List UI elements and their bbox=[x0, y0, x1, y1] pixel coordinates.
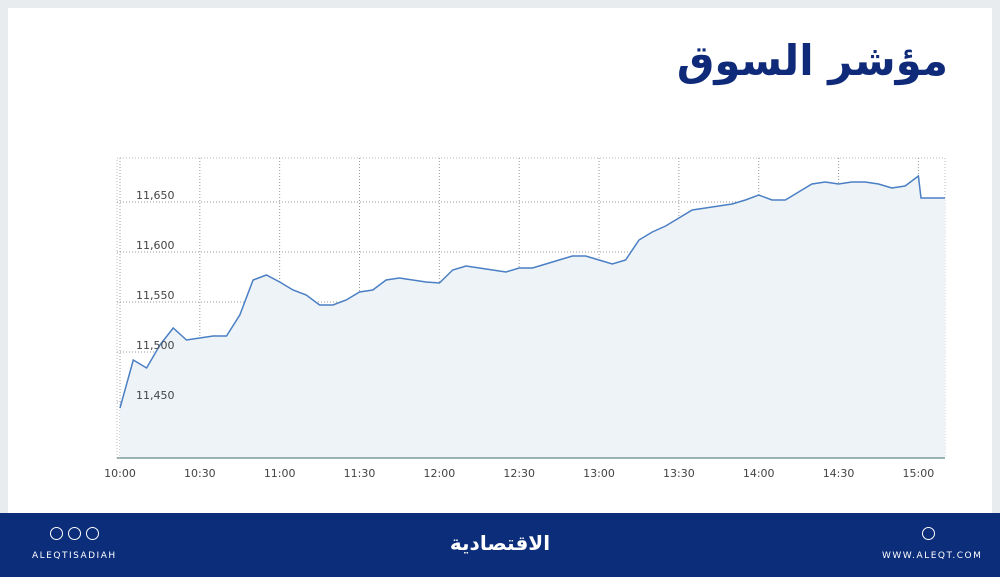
area bbox=[120, 176, 945, 458]
x-tick-label: 12:30 bbox=[503, 467, 535, 480]
logo: الاقتصادية bbox=[449, 531, 551, 555]
x-tick-label: 13:30 bbox=[663, 467, 695, 480]
x-tick-label: 14:00 bbox=[743, 467, 775, 480]
y-tick-label: 11,500 bbox=[136, 339, 175, 352]
y-tick-label: 11,450 bbox=[136, 389, 175, 402]
social-handle: ALEQTISADIAH bbox=[32, 551, 117, 561]
y-tick-label: 11,600 bbox=[136, 239, 175, 252]
x-tick-label: 12:00 bbox=[424, 467, 456, 480]
x-tick-label: 14:30 bbox=[823, 467, 855, 480]
line bbox=[119, 174, 945, 409]
x-tick-label: 11:30 bbox=[344, 467, 376, 480]
x-tick-label: 15:00 bbox=[903, 467, 935, 480]
y-tick-label: 11,650 bbox=[136, 189, 175, 202]
y-tick-label: 11,550 bbox=[136, 289, 175, 302]
website: WWW.ALEQT.COM bbox=[882, 551, 983, 561]
instagram-icon[interactable] bbox=[50, 527, 63, 540]
web-icon[interactable] bbox=[922, 527, 935, 540]
footer: ALEQTISADIAH الاقتصادية WWW.ALEQT.COM bbox=[0, 513, 1000, 577]
chart-title: مؤشر السوق bbox=[676, 36, 948, 85]
x-tick-label: 13:00 bbox=[583, 467, 615, 480]
facebook-icon[interactable] bbox=[68, 527, 81, 540]
x-tick-label: 11:00 bbox=[264, 467, 296, 480]
x-tick-label: 10:00 bbox=[104, 467, 136, 480]
x-tick-label: 10:30 bbox=[184, 467, 216, 480]
twitter-icon[interactable] bbox=[86, 527, 99, 540]
chart: 10:00 10:30 11:00 11:30 12:00 12:30 13:00 13:30… bbox=[104, 157, 946, 480]
